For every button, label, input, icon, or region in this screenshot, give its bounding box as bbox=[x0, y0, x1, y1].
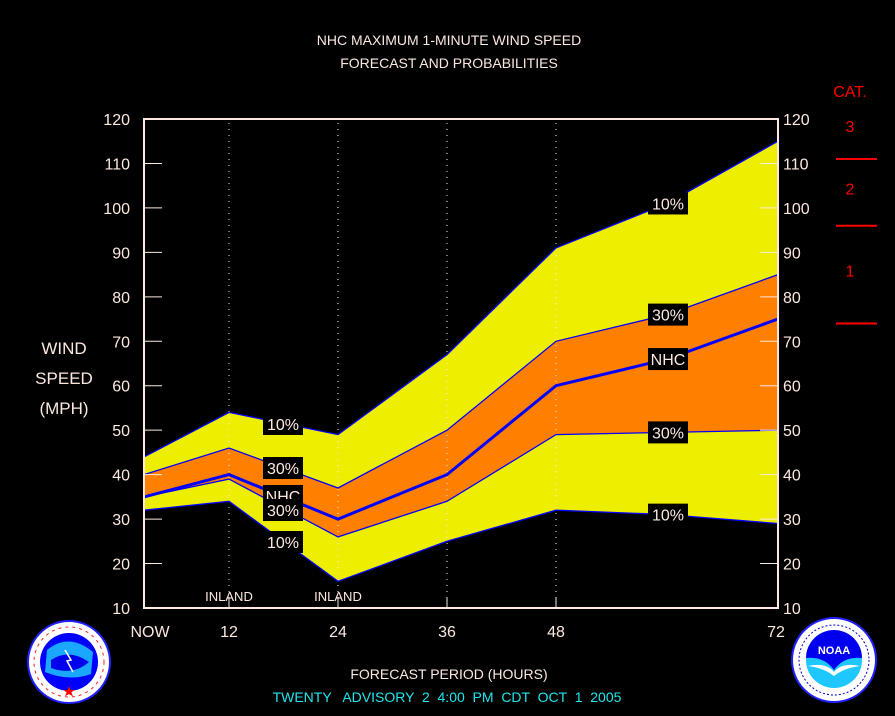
inner-30-percent-band bbox=[144, 274, 778, 537]
y-tick-label-right-60: 60 bbox=[783, 379, 801, 396]
y-tick-label-right-70: 70 bbox=[783, 334, 801, 351]
lightning-icon bbox=[64, 649, 74, 673]
series-label-box-8 bbox=[648, 421, 688, 444]
series-label-box-9 bbox=[648, 503, 688, 526]
series-label-1: 30% bbox=[267, 461, 299, 478]
category-label-1: 1 bbox=[846, 264, 855, 281]
y-tick-label-left-40: 40 bbox=[112, 468, 130, 485]
series-label-box-6 bbox=[648, 303, 688, 326]
series-label-box-7 bbox=[648, 348, 688, 371]
series-label-9: 10% bbox=[652, 508, 684, 525]
category-label-3: 3 bbox=[846, 119, 855, 136]
series-label-5: 10% bbox=[652, 196, 684, 213]
noaa-logo: NOAA bbox=[791, 617, 877, 703]
noaa-logo-text: NOAA bbox=[818, 645, 850, 657]
y-tick-label-right-120: 120 bbox=[783, 112, 810, 129]
y-tick-label-left-30: 30 bbox=[112, 512, 130, 529]
y-tick-label-left-110: 110 bbox=[104, 156, 130, 173]
y-tick-label-left-90: 90 bbox=[112, 245, 130, 262]
y-tick-label-left-120: 120 bbox=[103, 112, 130, 129]
y-tick-label-left-60: 60 bbox=[112, 379, 130, 396]
x-axis-label: FORECAST PERIOD (HOURS) bbox=[350, 666, 547, 682]
series-label-box-4 bbox=[263, 531, 303, 553]
inland-annotation-0: INLAND bbox=[205, 589, 253, 604]
category-label-2: 2 bbox=[846, 181, 855, 198]
series-label-box-1 bbox=[263, 457, 303, 479]
x-tick-label-12: 12 bbox=[220, 624, 238, 641]
y-tick-label-right-50: 50 bbox=[783, 423, 801, 440]
x-tick-label-NOW: NOW bbox=[130, 624, 170, 641]
y-axis-label-line-3: (MPH) bbox=[39, 399, 88, 418]
category-title: CAT. bbox=[833, 84, 866, 101]
y-tick-label-right-80: 80 bbox=[783, 290, 801, 307]
y-tick-label-right-90: 90 bbox=[783, 245, 801, 262]
advisory-info: TWENTY ADVISORY 2 4:00 PM CDT OCT 1 2005 bbox=[273, 689, 622, 705]
plot-frame bbox=[143, 118, 779, 609]
y-tick-label-left-10: 10 bbox=[112, 601, 130, 618]
series-label-6: 30% bbox=[652, 308, 684, 325]
y-tick-label-right-30: 30 bbox=[783, 512, 801, 529]
series-label-box-5 bbox=[648, 192, 688, 215]
series-label-box-0 bbox=[263, 413, 303, 435]
y-tick-label-left-20: 20 bbox=[112, 557, 130, 574]
axes: 10 10 20 20 30 30 40 40 50 50 60 60 70 70 80 80 90 90 100 1… bbox=[103, 112, 810, 641]
y-tick-label-right-20: 20 bbox=[783, 557, 801, 574]
x-tick-label-72: 72 bbox=[767, 624, 785, 641]
y-tick-label-right-100: 100 bbox=[783, 201, 810, 218]
series-label-box-3 bbox=[263, 499, 303, 521]
chart-subtitle: FORECAST AND PROBABILITIES bbox=[340, 55, 558, 71]
chart-title: NHC MAXIMUM 1-MINUTE WIND SPEED bbox=[317, 32, 581, 48]
series-label-0: 10% bbox=[267, 417, 299, 434]
category-scale: 1 2 3 bbox=[836, 119, 877, 325]
y-tick-label-left-80: 80 bbox=[112, 290, 130, 307]
x-tick-label-48: 48 bbox=[547, 624, 565, 641]
series-label-3: 30% bbox=[267, 503, 299, 520]
y-tick-label-left-70: 70 bbox=[112, 334, 130, 351]
y-axis-label-line-2: SPEED bbox=[35, 369, 93, 388]
y-tick-label-left-50: 50 bbox=[112, 423, 130, 440]
inland-annotation-1: INLAND bbox=[314, 589, 362, 604]
nws-logo bbox=[27, 620, 111, 704]
y-axis-label-line-1: WIND bbox=[41, 339, 86, 358]
x-tick-label-24: 24 bbox=[329, 624, 347, 641]
x-tick-label-36: 36 bbox=[438, 624, 456, 641]
series-label-4: 10% bbox=[267, 535, 299, 552]
y-tick-label-left-100: 100 bbox=[103, 201, 130, 218]
y-tick-label-right-10: 10 bbox=[783, 601, 801, 618]
series-label-7: NHC bbox=[651, 352, 686, 369]
series-label-8: 30% bbox=[652, 425, 684, 442]
y-tick-label-right-40: 40 bbox=[783, 468, 801, 485]
plot-border bbox=[143, 118, 779, 609]
y-tick-label-right-110: 110 bbox=[783, 156, 809, 173]
